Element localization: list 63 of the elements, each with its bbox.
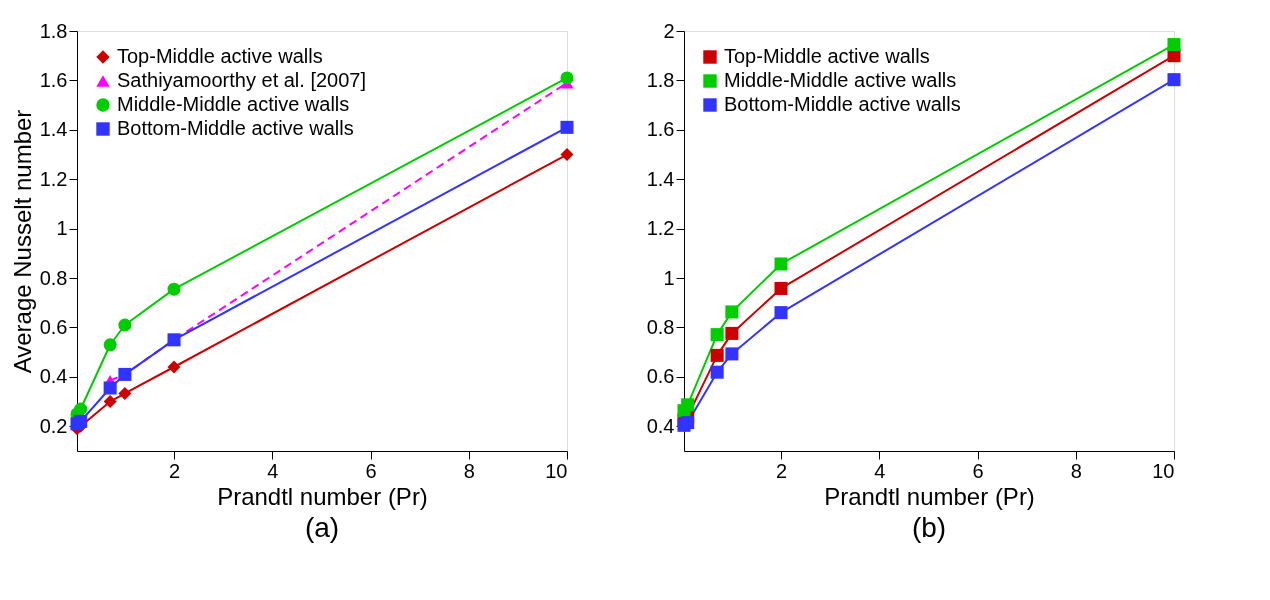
point [774, 306, 788, 320]
legend-label: Top-Middle active walls [117, 45, 323, 67]
point [710, 348, 724, 362]
y-tick-label: 2 [663, 19, 675, 42]
y-tick-label: 1 [663, 266, 675, 289]
y-tick-label: 0.6 [646, 365, 675, 388]
y-tick-label: 0.4 [39, 365, 68, 388]
y-tick-label: 1.2 [646, 217, 675, 240]
text: (b) [911, 512, 947, 543]
y-axis-title: Average Nusselt number [8, 109, 36, 374]
y-tick-label: 1.4 [646, 167, 675, 190]
y-tick-label: 1.2 [39, 167, 68, 190]
point [1167, 38, 1181, 52]
y-tick-label: 1.4 [39, 118, 68, 141]
point [725, 326, 739, 340]
x-axis-title: Prandtl number (Pr) [217, 482, 428, 510]
x-tick-label: 2 [775, 459, 788, 482]
point [710, 365, 724, 379]
point [774, 257, 788, 271]
point [725, 305, 739, 319]
x-tick-label: 8 [463, 459, 475, 482]
legend-label: Bottom-Middle active walls [724, 93, 961, 115]
point [167, 282, 181, 296]
point [74, 402, 88, 416]
y-tick-label: 1 [56, 217, 68, 240]
y-tick-label: 0.8 [39, 266, 68, 289]
y-tick-label: 1.8 [646, 68, 675, 91]
legend-label: Top-Middle active walls [724, 45, 930, 67]
point [118, 386, 132, 400]
point [167, 360, 181, 374]
point [774, 281, 788, 295]
x-tick-label: 6 [972, 459, 984, 482]
point [1167, 73, 1181, 87]
y-tick-label: 0.2 [39, 414, 68, 437]
point [681, 416, 695, 430]
text: (a) [304, 512, 340, 543]
x-tick-label: 10 [545, 459, 568, 482]
point [681, 398, 695, 412]
x-tick-label: 4 [267, 459, 279, 482]
y-tick-label: 0.6 [39, 315, 68, 338]
point [103, 395, 117, 409]
point [710, 328, 724, 342]
point [560, 120, 574, 134]
y-tick-label: 1.6 [39, 68, 68, 91]
point [560, 148, 574, 162]
legend-label: Middle-Middle active walls [117, 93, 350, 115]
point [118, 318, 132, 332]
x-tick-label: 4 [874, 459, 886, 482]
y-tick-label: 0.4 [646, 414, 675, 437]
point [725, 347, 739, 361]
x-axis-title: Prandtl number (Pr) [824, 482, 1035, 510]
legend-label: Middle-Middle active walls [724, 69, 957, 91]
x-tick-label: 8 [1070, 459, 1082, 482]
legend-label: Bottom-Middle active walls [117, 117, 354, 139]
x-tick-label: 6 [365, 459, 377, 482]
legend-label: Sathiyamoorthy et al. [2007] [117, 69, 367, 91]
y-tick-label: 0.8 [646, 315, 675, 338]
y-tick-label: 1.6 [646, 118, 675, 141]
point [74, 414, 88, 428]
x-tick-label: 2 [168, 459, 181, 482]
x-tick-label: 10 [1152, 459, 1175, 482]
point [103, 338, 117, 352]
y-tick-label: 1.8 [39, 19, 68, 42]
